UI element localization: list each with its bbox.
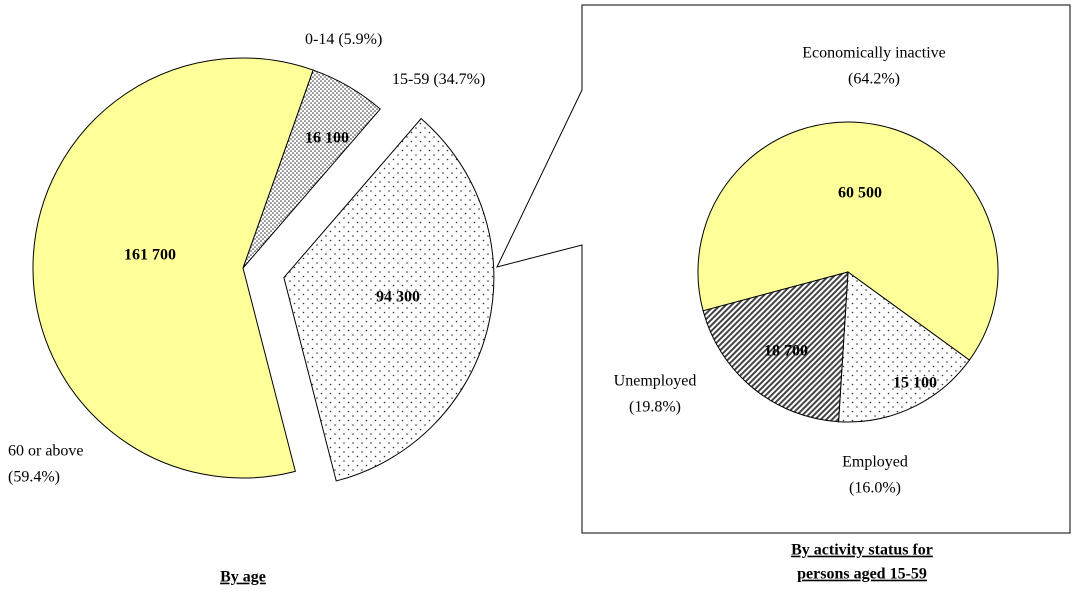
percent-label: (16.0%): [849, 480, 901, 497]
callout-box: [496, 4, 1071, 534]
chart-title: By activity status for: [791, 542, 933, 559]
category-name: Employed: [842, 454, 908, 471]
category-label: 15-59 (34.7%): [392, 71, 485, 88]
percent-label: (34.7%): [433, 71, 485, 88]
pie-slice: [32, 57, 314, 479]
value-label: 18 700: [764, 343, 808, 360]
pie-slice: [697, 121, 999, 361]
value-label: 94 300: [376, 289, 420, 306]
category-name: 0-14: [305, 31, 334, 48]
category-name: 60 or above: [8, 443, 84, 460]
percent-label: (19.8%): [629, 399, 681, 416]
percent-label: (59.4%): [8, 469, 60, 486]
pie-slice: [838, 271, 971, 423]
value-label: 161 700: [124, 247, 176, 264]
chart-title: persons aged 15-59: [797, 566, 927, 583]
percent-label: (5.9%): [338, 31, 382, 48]
value-label: 16 100: [305, 130, 349, 147]
category-label: 0-14 (5.9%): [305, 31, 382, 48]
value-label: 60 500: [838, 185, 882, 202]
value-label: 15 100: [893, 375, 937, 392]
pie-slice: [702, 271, 849, 423]
chart-title: By age: [220, 569, 266, 586]
category-name: 15-59: [392, 71, 429, 88]
category-name: Economically inactive: [802, 45, 946, 62]
pie-slice: [283, 117, 495, 482]
category-name: Unemployed: [614, 373, 697, 390]
percent-label: (64.2%): [848, 71, 900, 88]
